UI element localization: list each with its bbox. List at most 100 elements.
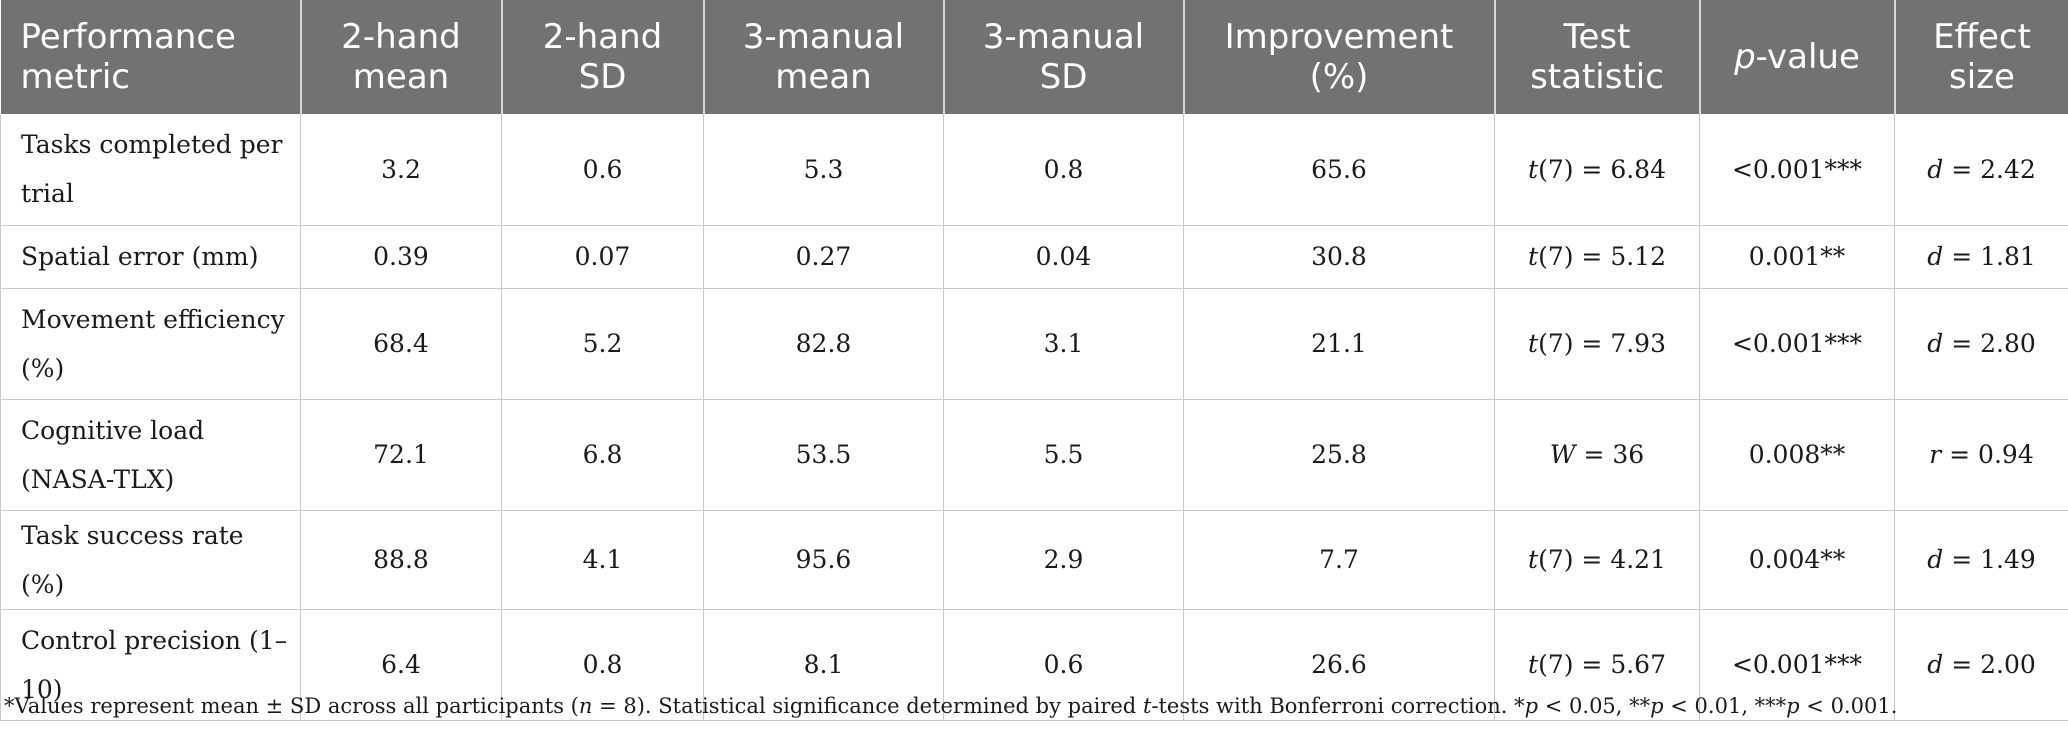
stat-value: = 36 [1575,440,1645,469]
cell-test-statistic: t(7) = 4.21 [1494,510,1700,610]
footnote-part3: -tests with Bonferroni correction. * [1151,694,1525,718]
cell-metric: Task success rate (%) [0,510,301,610]
footnote-part2: = 8). Statistical significance determine… [592,694,1143,718]
cell-improvement: 30.8 [1183,225,1495,289]
cell-p-value: <0.001*** [1699,288,1895,400]
header-3manual-mean: 3-manual mean [703,0,945,114]
effect-symbol: d [1927,154,1944,184]
cell-2hand-sd: 0.07 [501,225,704,289]
cell-p-value: 0.001** [1699,225,1895,289]
table-row: Control precision (1–10) 6.4 0.8 8.1 0.6 26.6… [0,609,2068,721]
stat-symbol: W [1549,440,1576,469]
stat-symbol: t [1528,242,1539,271]
stat-value: (7) = 7.93 [1538,329,1666,358]
cell-effect-size: d = 2.42 [1894,114,2068,226]
stat-value: (7) = 5.67 [1538,650,1666,679]
header-3manual-sd: 3-manual SD [943,0,1185,114]
effect-symbol: d [1927,242,1944,271]
table-row: Tasks completed per trial 3.2 0.6 5.3 0.8 65.… [0,114,2068,226]
cell-metric: Movement efficiency (%) [0,288,301,400]
results-table: Performance metric 2-hand mean 2-hand SD… [0,0,2068,721]
cell-effect-size: d = 2.80 [1894,288,2068,400]
cell-improvement: 26.6 [1183,609,1495,721]
footnote-n-symbol: n [578,694,593,718]
footnote-p-symbol-2: p [1650,694,1664,718]
effect-value: = 2.80 [1943,329,2036,358]
cell-2hand-mean: 3.2 [300,114,502,226]
effect-value: = 2.42 [1943,154,2036,184]
cell-effect-size: d = 1.81 [1894,225,2068,289]
cell-improvement: 21.1 [1183,288,1495,400]
cell-2hand-sd: 6.8 [501,399,704,511]
cell-p-value: 0.004** [1699,510,1895,610]
header-effect-size: Effect size [1894,0,2068,114]
cell-3manual-sd: 0.8 [943,114,1184,226]
cell-improvement: 25.8 [1183,399,1495,511]
effect-symbol: d [1927,329,1944,358]
cell-improvement: 7.7 [1183,510,1495,610]
cell-test-statistic: W = 36 [1494,399,1700,511]
cell-3manual-sd: 3.1 [943,288,1184,400]
effect-value: = 1.81 [1943,242,2036,271]
table-row: Task success rate (%) 88.8 4.1 95.6 2.9 7.7 t(… [0,510,2068,610]
cell-p-value: <0.001*** [1699,114,1895,226]
effect-symbol: d [1927,545,1944,574]
table-header: Performance metric 2-hand mean 2-hand SD… [0,0,2068,114]
cell-3manual-mean: 82.8 [703,288,944,400]
cell-3manual-sd: 2.9 [943,510,1184,610]
cell-metric: Cognitive load (NASA-TLX) [0,399,301,511]
cell-2hand-mean: 88.8 [300,510,502,610]
cell-3manual-mean: 5.3 [703,114,944,226]
cell-test-statistic: t(7) = 7.93 [1494,288,1700,400]
cell-3manual-mean: 95.6 [703,510,944,610]
cell-metric: Control precision (1–10) [0,609,301,721]
stat-symbol: t [1528,650,1539,679]
cell-2hand-sd: 0.6 [501,114,704,226]
cell-2hand-sd: 4.1 [501,510,704,610]
footnote-p-symbol-1: p [1524,694,1539,718]
stat-value: (7) = 6.84 [1538,154,1666,184]
cell-2hand-sd: 5.2 [501,288,704,400]
stat-symbol: t [1528,545,1539,574]
effect-value: = 1.49 [1943,545,2036,574]
effect-value: = 0.94 [1941,440,2034,469]
effect-symbol: r [1929,440,1942,469]
cell-test-statistic: t(7) = 6.84 [1494,114,1700,226]
cell-improvement: 65.6 [1183,114,1495,226]
results-table-container: Performance metric 2-hand mean 2-hand SD… [0,0,2068,721]
header-p-value: p-value [1699,0,1896,114]
cell-effect-size: d = 1.49 [1894,510,2068,610]
cell-2hand-mean: 6.4 [300,609,502,721]
cell-test-statistic: t(7) = 5.67 [1494,609,1700,721]
cell-p-value: 0.008** [1699,399,1895,511]
stat-value: (7) = 5.12 [1538,242,1666,271]
footnote-t-symbol: t [1142,694,1152,718]
cell-effect-size: r = 0.94 [1894,399,2068,511]
cell-2hand-mean: 68.4 [300,288,502,400]
footnote-part5: < 0.01, *** [1663,694,1787,718]
footnote-part6: < 0.001. [1799,694,1898,718]
cell-2hand-mean: 0.39 [300,225,502,289]
cell-3manual-sd: 0.04 [943,225,1184,289]
cell-metric: Spatial error (mm) [0,225,301,289]
header-p-suffix: -value [1755,37,1860,77]
header-improvement: Improvement (%) [1183,0,1496,114]
header-2hand-mean: 2-hand mean [300,0,503,114]
table-body: Tasks completed per trial 3.2 0.6 5.3 0.8 65.… [0,114,2068,721]
cell-effect-size: d = 2.00 [1894,609,2068,721]
cell-2hand-mean: 72.1 [300,399,502,511]
cell-3manual-mean: 53.5 [703,399,944,511]
cell-3manual-sd: 5.5 [943,399,1184,511]
footnote-p-symbol-3: p [1786,694,1800,718]
table-row: Cognitive load (NASA-TLX) 72.1 6.8 53.5 5.5 2… [0,399,2068,511]
effect-symbol: d [1927,650,1944,679]
header-p-symbol: p [1734,37,1756,77]
cell-test-statistic: t(7) = 5.12 [1494,225,1700,289]
cell-p-value: <0.001*** [1699,609,1895,721]
stat-value: (7) = 4.21 [1538,545,1666,574]
effect-value: = 2.00 [1943,650,2036,679]
cell-3manual-sd: 0.6 [943,609,1184,721]
stat-symbol: t [1528,154,1539,184]
footnote-part4: < 0.05, ** [1538,694,1651,718]
cell-3manual-mean: 8.1 [703,609,944,721]
